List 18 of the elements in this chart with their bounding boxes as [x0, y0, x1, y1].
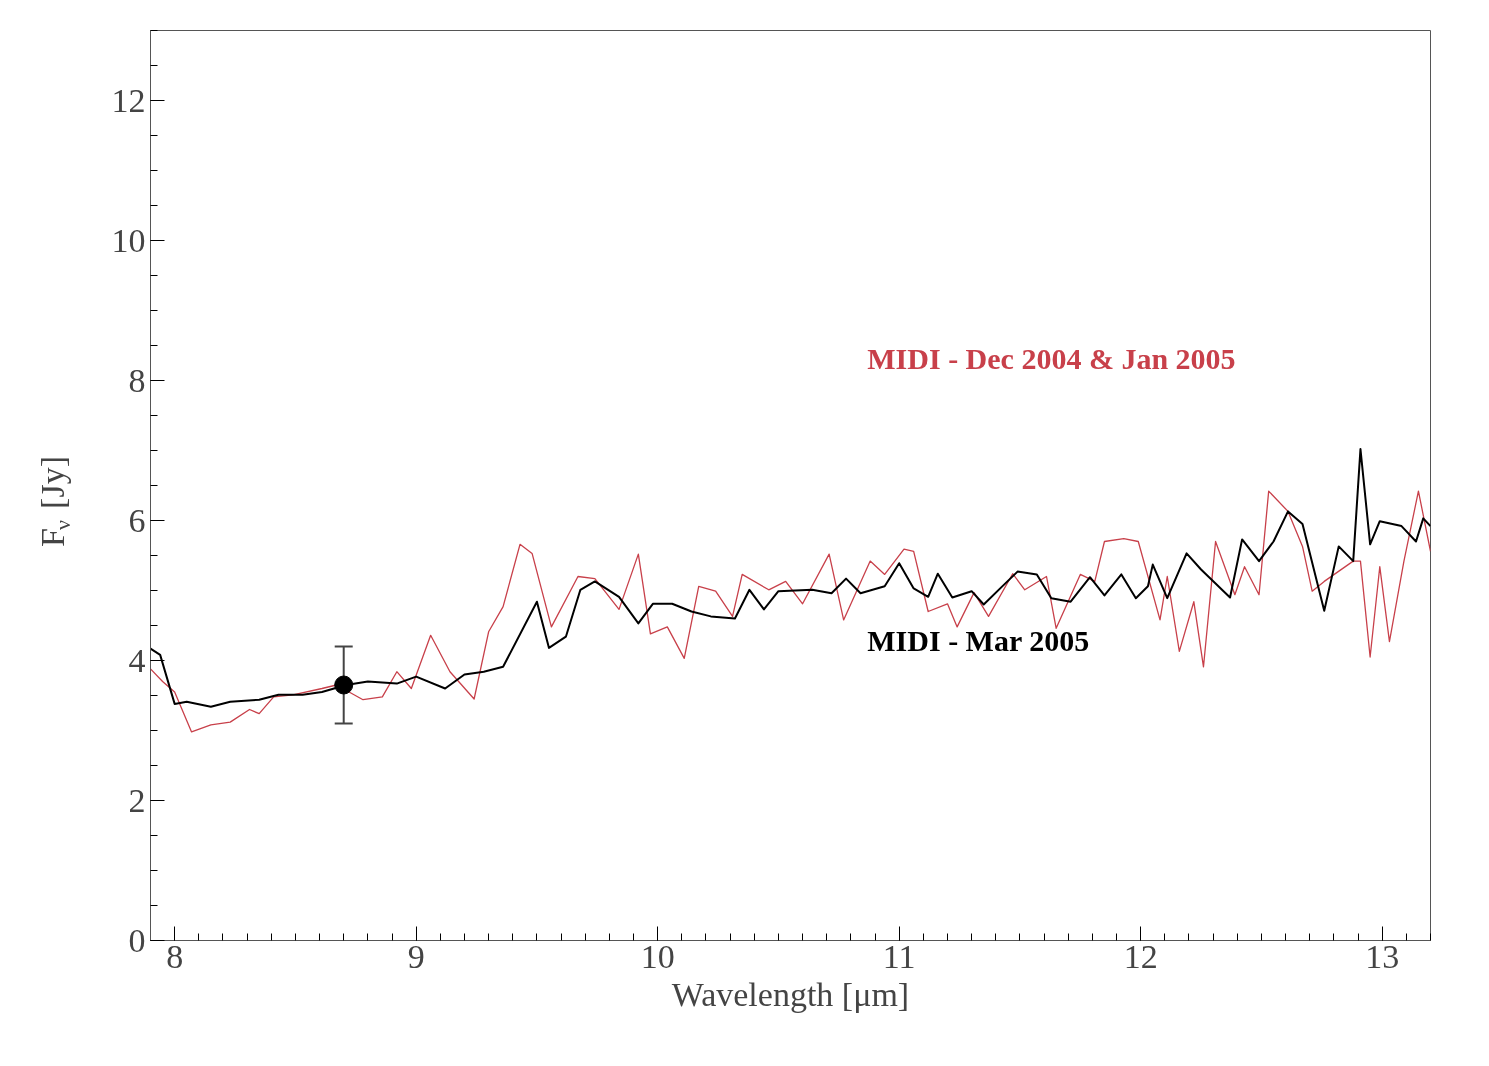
y-tick-label: 6	[128, 501, 146, 539]
y-tick-label: 0	[128, 921, 146, 959]
x-axis-title: Wavelength [μm]	[671, 975, 910, 1013]
x-tick-label: 10	[640, 937, 675, 975]
x-tick-label: 11	[882, 937, 916, 975]
y-tick-label: 10	[111, 221, 146, 259]
y-tick-label: 12	[111, 81, 146, 119]
y-tick-label: 8	[128, 361, 146, 399]
x-tick-label: 9	[407, 937, 425, 975]
line-series	[150, 490, 1431, 733]
y-tick-label: 2	[128, 781, 146, 819]
y-axis-title: Fν [Jy]	[34, 456, 75, 548]
y-tick-label: 4	[128, 641, 146, 679]
series-label: MIDI - Mar 2005	[867, 623, 1090, 657]
x-tick-label: 8	[166, 937, 184, 975]
x-tick-label: 13	[1365, 937, 1400, 975]
x-tick-label: 12	[1123, 937, 1158, 975]
text: MIDI - Dec 2004 & Jan 2005	[867, 341, 1236, 375]
